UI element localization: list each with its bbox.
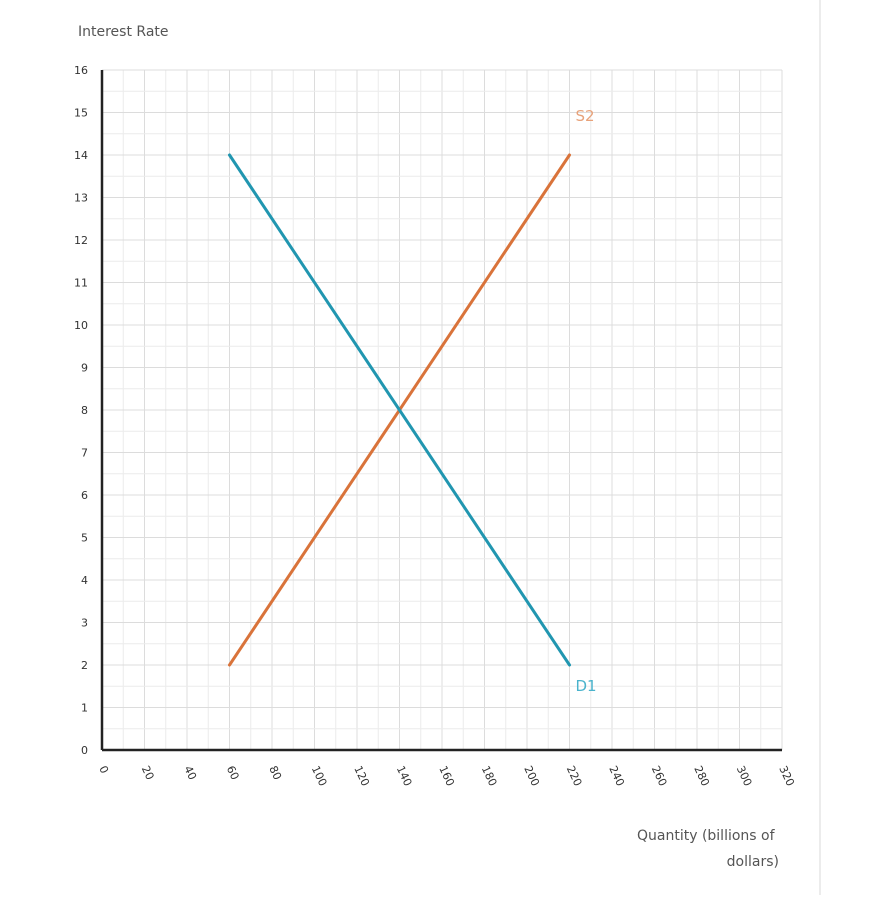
y-tick-label: 13 <box>74 192 88 205</box>
x-tick-label: 320 <box>776 764 797 789</box>
series-labels: S2 D1 <box>576 107 597 695</box>
series-label-s2: S2 <box>576 107 595 125</box>
series-lines <box>228 153 571 667</box>
x-tick-labels: 0 20 40 60 80 100 120 140 160 180 200 220 240 260 280 3… <box>96 764 797 789</box>
x-tick-label: 0 <box>96 764 111 776</box>
y-tick-label: 2 <box>81 659 88 672</box>
x-tick-label: 220 <box>564 764 585 789</box>
x-tick-label: 140 <box>394 764 415 789</box>
y-tick-label: 6 <box>81 489 88 502</box>
x-tick-label: 180 <box>479 764 500 789</box>
y-tick-label: 14 <box>74 149 88 162</box>
x-tick-label: 280 <box>691 764 712 789</box>
x-tick-label: 160 <box>436 764 457 789</box>
grid <box>101 69 783 751</box>
x-tick-label: 40 <box>181 764 199 782</box>
series-label-d1: D1 <box>576 677 597 695</box>
y-axis-title: Interest Rate <box>78 24 169 40</box>
y-tick-label: 7 <box>81 447 88 460</box>
x-axis-title-line-1: Quantity (billions of <box>637 828 776 844</box>
x-axis-title: Quantity (billions of dollars) <box>637 828 779 870</box>
y-tick-label: 3 <box>81 617 88 630</box>
y-tick-label: 11 <box>74 277 88 290</box>
y-tick-label: 0 <box>81 744 88 757</box>
axes <box>100 70 782 752</box>
y-tick-label: 15 <box>74 107 88 120</box>
y-tick-label: 5 <box>81 532 88 545</box>
y-tick-label: 10 <box>74 319 88 332</box>
x-tick-label: 200 <box>521 764 542 789</box>
x-tick-label: 20 <box>139 764 157 782</box>
x-tick-label: 60 <box>224 764 242 782</box>
y-tick-label: 1 <box>81 702 88 715</box>
y-tick-label: 4 <box>81 574 88 587</box>
x-tick-label: 100 <box>309 764 330 789</box>
x-tick-label: 260 <box>649 764 670 789</box>
panel-right-border <box>819 0 821 895</box>
x-tick-label: 300 <box>734 764 755 789</box>
y-tick-label: 8 <box>81 404 88 417</box>
x-tick-label: 120 <box>351 764 372 789</box>
y-tick-label: 12 <box>74 234 88 247</box>
y-tick-label: 9 <box>81 362 88 375</box>
x-tick-label: 240 <box>606 764 627 789</box>
y-tick-label: 16 <box>74 64 88 77</box>
series-line-d1 <box>228 153 571 667</box>
x-axis-title-line-2: dollars) <box>727 854 779 870</box>
x-tick-label: 80 <box>266 764 284 782</box>
